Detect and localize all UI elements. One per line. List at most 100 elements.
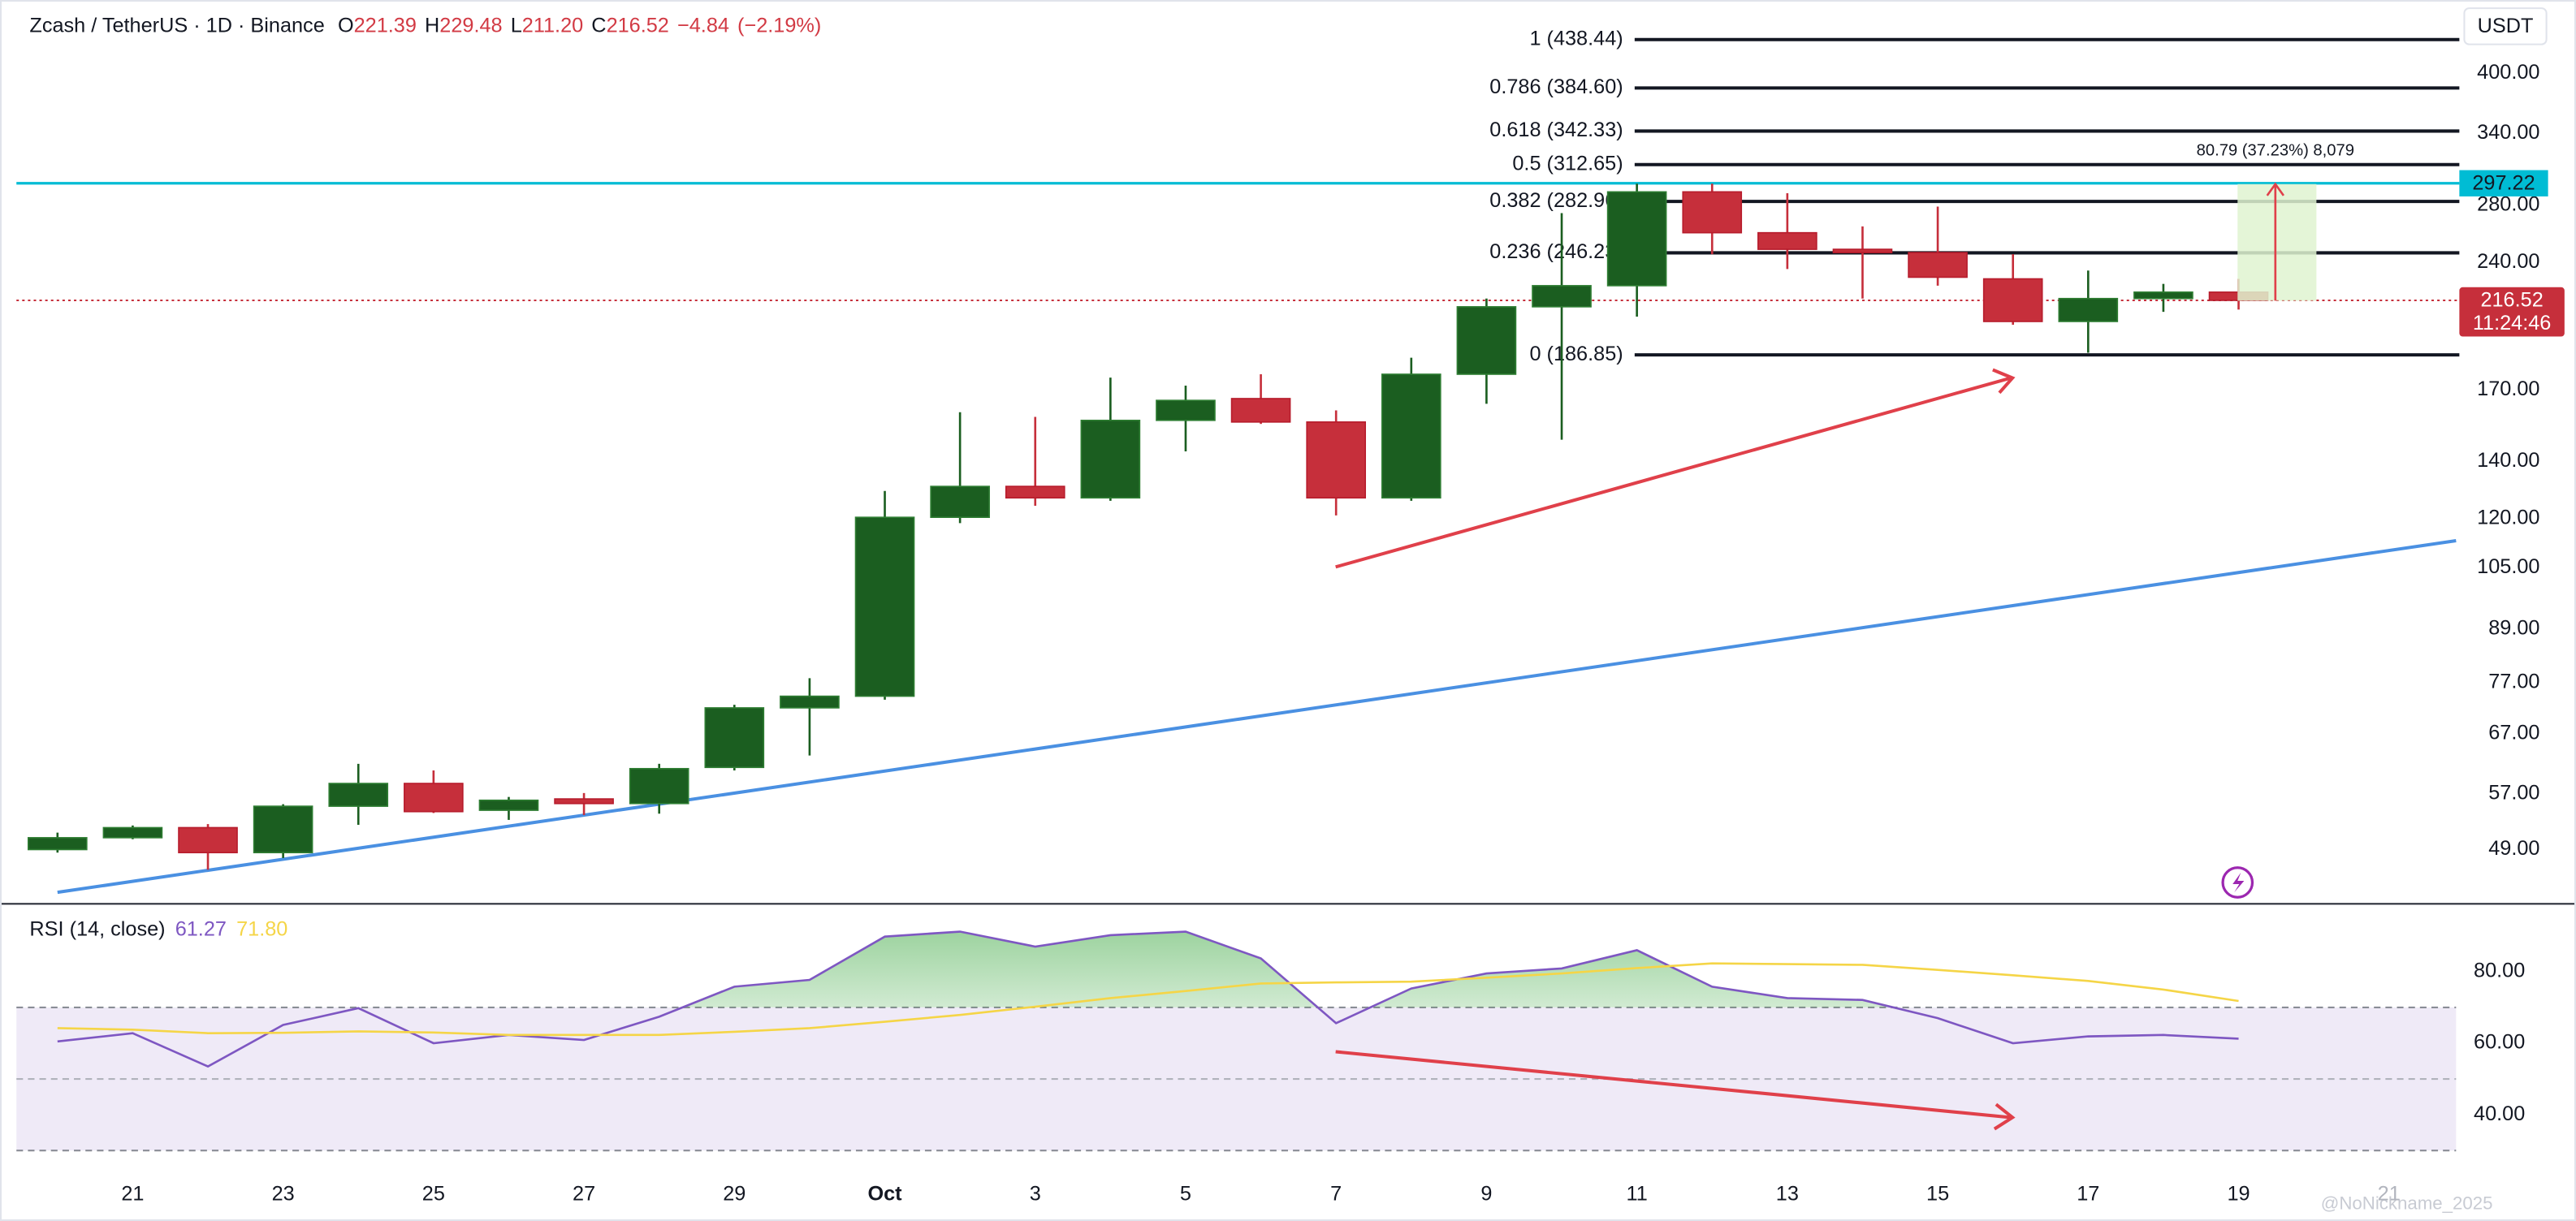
candle-body: [2133, 291, 2193, 300]
x-tick-label: 23: [272, 1182, 295, 1205]
y-tick-label: 105.00: [2477, 555, 2539, 578]
x-tick-label: 27: [573, 1182, 595, 1205]
ohlc-value: −4.84: [677, 14, 729, 37]
candle-body: [629, 767, 689, 805]
chart-title: Zcash / TetherUS · 1D · Binance: [29, 14, 324, 37]
y-tick-label: 120.00: [2477, 506, 2539, 529]
x-tick-label: 5: [1180, 1182, 1191, 1205]
candles: [27, 183, 2269, 870]
rsi-ma-line: [57, 962, 2239, 1037]
candle-body: [27, 837, 88, 851]
rsi-tick-label: 60.00: [2474, 1031, 2525, 1054]
rsi-title: RSI (14, close): [29, 917, 165, 940]
chart-header: Zcash / TetherUS · 1D · Binance O221.39 H2…: [29, 14, 821, 37]
last-price-tag: 216.52: [2480, 289, 2543, 312]
x-tick-label: 15: [1926, 1182, 1949, 1205]
candle-body: [1757, 231, 1817, 250]
x-tick-label: 3: [1030, 1182, 1041, 1205]
x-tick-label: 29: [723, 1182, 746, 1205]
ohlc-key: C: [591, 14, 606, 37]
y-tick-label: 140.00: [2477, 449, 2539, 472]
y-tick-label: 77.00: [2488, 670, 2539, 692]
candle-body: [704, 707, 765, 769]
watermark: @NoNickname_2025: [2321, 1193, 2493, 1214]
candle-body: [1832, 248, 1893, 253]
x-tick-label: 19: [2227, 1182, 2250, 1205]
candle-body: [1456, 306, 1517, 375]
fib-label: 0.382 (282.96): [1489, 189, 1623, 212]
rsi-legend-value: 61.27: [175, 917, 227, 940]
candle-body: [780, 695, 840, 709]
y-tick-label: 89.00: [2488, 616, 2539, 639]
candle-body: [1982, 278, 2043, 322]
currency-box[interactable]: [2463, 7, 2548, 45]
fib-label: 0.618 (342.33): [1489, 119, 1623, 141]
y-tick-label: 170.00: [2477, 378, 2539, 400]
x-tick-label: 7: [1330, 1182, 1342, 1205]
candle-body: [2058, 297, 2119, 322]
rsi-legend: RSI (14, close) 61.27 71.80: [29, 917, 287, 940]
candle-body: [1682, 191, 1743, 234]
measure-arrow-head: [2266, 182, 2284, 196]
candle-body: [102, 826, 163, 839]
price-arrow: [1335, 376, 2012, 569]
ohlc-value: 211.20: [522, 14, 583, 37]
ohlc-value: 229.48: [439, 14, 502, 37]
y-tick-label: 240.00: [2477, 250, 2539, 273]
x-tick-label: 11: [1627, 1182, 1648, 1205]
price-tag-box: [2459, 170, 2548, 196]
candle-body: [1532, 285, 1592, 308]
x-tick-label: 9: [1480, 1182, 1492, 1205]
candle-body: [404, 783, 464, 813]
rsi-arrow: [1335, 1050, 2012, 1120]
y-tick-label: 57.00: [2488, 781, 2539, 804]
ohlc-value: 221.39: [354, 14, 417, 37]
rsi-line: [57, 930, 2239, 1068]
candle-body: [1080, 419, 1141, 499]
candle-body: [1230, 398, 1291, 423]
x-tick-label: 21: [121, 1182, 144, 1205]
fib-label: 0.786 (384.60): [1489, 76, 1623, 98]
measure-label: 80.79 (37.23%) 8,079: [2197, 142, 2354, 160]
candle-body: [478, 799, 539, 811]
candle-body: [1381, 373, 1441, 499]
candle-body: [1156, 399, 1216, 421]
alert-icon-bolt: [2232, 872, 2245, 893]
x-tick-label: Oct: [867, 1182, 902, 1205]
price-tag: 297.22: [2472, 171, 2535, 194]
rsi-arrow-head: [1993, 1102, 2016, 1131]
candle-body: [328, 783, 389, 807]
x-tick-label: 25: [422, 1182, 445, 1205]
y-tick-label: 49.00: [2488, 837, 2539, 860]
rsi-tick-label: 80.00: [2474, 960, 2525, 982]
fib-label: 0.5 (312.65): [1512, 152, 1623, 175]
candle-body: [1306, 421, 1367, 499]
candle-body: [253, 805, 313, 854]
x-tick-label: 13: [1776, 1182, 1799, 1205]
measure-box: [2237, 183, 2317, 301]
rsi-overbought-fill: [682, 931, 1894, 1007]
price-arrow-head: [1992, 368, 2016, 395]
trend-line: [57, 538, 2457, 895]
x-tick-label: 17: [2077, 1182, 2099, 1205]
candle-body: [1005, 485, 1065, 499]
ohlc-value: 216.52: [607, 14, 669, 37]
last-price-box: [2459, 287, 2565, 337]
countdown: 11:24:46: [2473, 312, 2552, 334]
candle-body: [1908, 252, 1968, 278]
ohlc-key: H: [425, 14, 439, 37]
rsi-legend-value: 71.80: [236, 917, 287, 940]
ohlc-key: L: [511, 14, 522, 37]
fib-label: 0.236 (246.23): [1489, 240, 1623, 263]
ohlc-value: (−2.19%): [737, 14, 821, 37]
front-layer: Zcash / TetherUS · 1D · Binance O221.39 H2…: [29, 14, 2565, 1205]
currency-label: USDT: [2478, 15, 2534, 37]
y-tick-label: 340.00: [2477, 121, 2539, 144]
y-tick-label: 67.00: [2488, 722, 2539, 744]
x-tick-label: 21: [2378, 1182, 2401, 1205]
fib-label: 0 (186.85): [1529, 343, 1623, 365]
y-tick-label: 400.00: [2477, 61, 2539, 84]
rsi-tick-label: 40.00: [2474, 1102, 2525, 1125]
